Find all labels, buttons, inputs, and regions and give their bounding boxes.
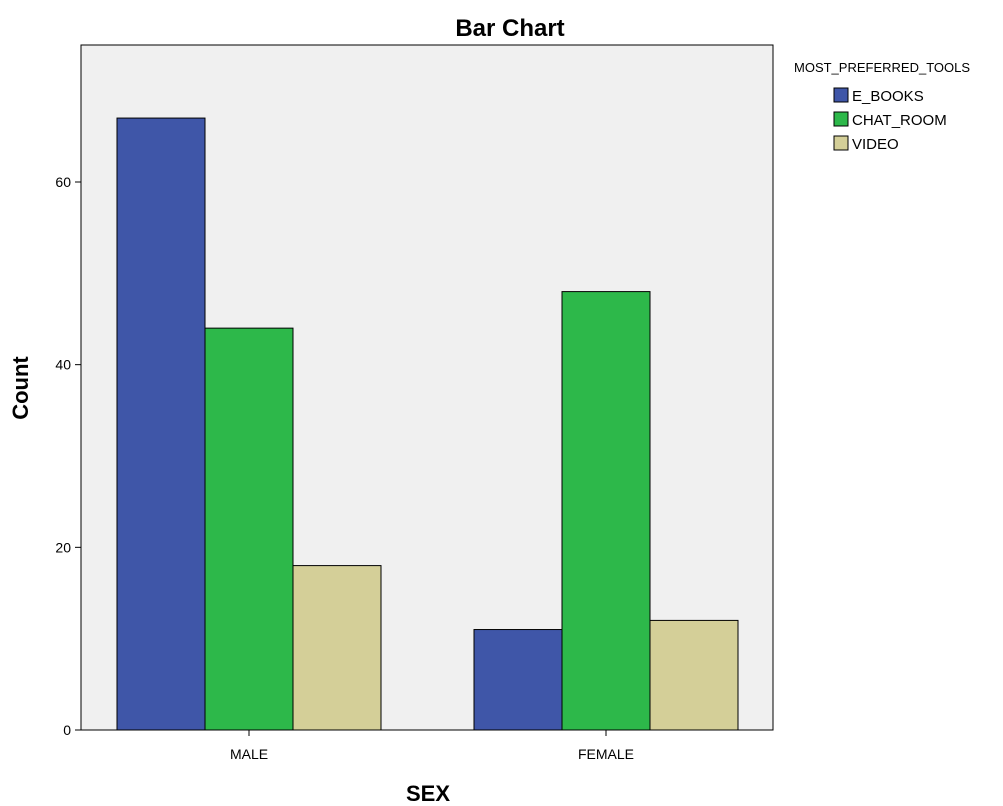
bar-e_books-female [473,629,563,731]
legend-title: MOST_PREFERRED_TOOLS [794,60,970,75]
y-tick-label: 0 [63,722,71,738]
legend-label-e_books: E_BOOKS [852,88,924,105]
legend-items: E_BOOKS CHAT_ROOM VIDEO [833,87,947,153]
bar-video-male [292,565,382,731]
bars-group [116,117,739,731]
chart-title: Bar Chart [455,15,564,42]
y-axis-label: Count [8,356,33,420]
bar-e_books-male [116,117,206,731]
x-tick-label: MALE [230,746,268,762]
x-axis-ticks: MALE FEMALE [230,730,634,762]
y-axis-ticks: 0 20 40 60 [55,174,81,738]
bar-chat_room-female [561,291,651,731]
bar-chat_room-male [204,327,294,731]
legend-swatch-video [833,135,849,151]
legend-swatch-e_books [833,87,849,103]
legend-swatch-chat_room [833,111,849,127]
legend-label-chat_room: CHAT_ROOM [852,112,947,129]
legend: MOST_PREFERRED_TOOLS E_BOOKS CHAT_ROOM VID… [794,60,970,153]
y-tick-label: 60 [55,174,71,190]
x-axis-label: SEX [406,781,450,806]
y-tick-label: 40 [55,357,71,373]
bar-video-female [649,619,739,731]
x-tick-label: FEMALE [578,746,634,762]
y-tick-label: 20 [55,539,71,555]
legend-label-video: VIDEO [852,136,899,153]
